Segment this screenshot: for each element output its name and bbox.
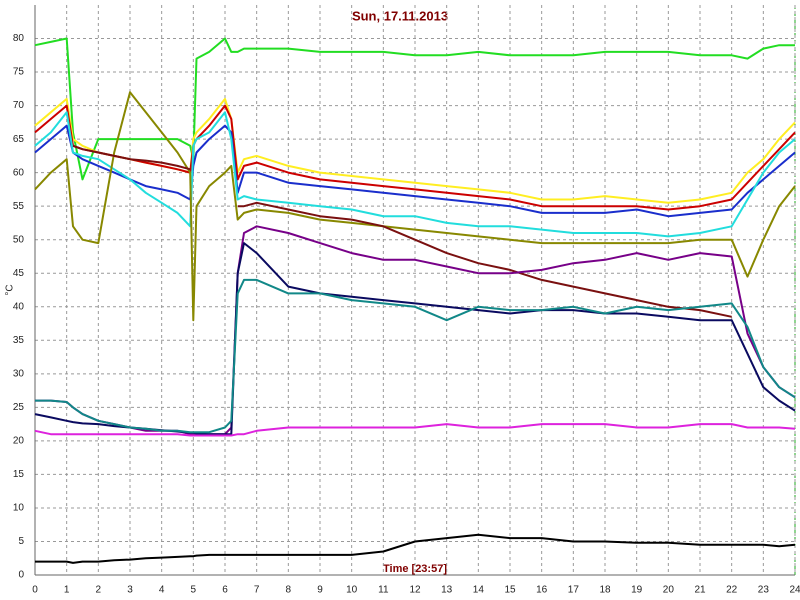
series-line: [35, 278, 796, 434]
y-tick-label: 45: [13, 268, 25, 279]
x-tick-label: 17: [568, 585, 580, 596]
series-line: [35, 533, 796, 564]
x-tick-label: 9: [317, 585, 323, 596]
y-tick-label: 80: [13, 33, 25, 44]
series-line: [72, 144, 732, 318]
y-tick-label: 15: [13, 469, 25, 480]
x-tick-label: 8: [286, 585, 292, 596]
chart-title: Sun, 17.11.2013: [352, 8, 448, 23]
x-tick-label: 0: [32, 585, 38, 596]
y-tick-label: 35: [13, 335, 25, 346]
x-tick-label: 12: [409, 585, 421, 596]
x-tick-label: 16: [536, 585, 548, 596]
x-tick-label: 2: [96, 585, 102, 596]
series-line: [34, 111, 796, 238]
y-tick-label: 20: [13, 436, 25, 447]
x-tick-label: 11: [378, 585, 389, 596]
x-tick-label: 3: [127, 585, 133, 596]
x-tick-label: 18: [599, 585, 611, 596]
x-axis-label: Time [23:57]: [383, 563, 447, 575]
series-line: [34, 423, 796, 437]
x-tick-label: 20: [663, 585, 675, 596]
x-tick-label: 14: [473, 585, 485, 596]
y-tick-label: 65: [13, 134, 25, 145]
x-tick-label: 21: [694, 585, 706, 596]
y-tick-label: 50: [13, 234, 25, 245]
x-tick-label: 6: [222, 585, 228, 596]
y-tick-label: 40: [13, 301, 25, 312]
y-tick-label: 55: [13, 201, 25, 212]
y-tick-label: 30: [13, 368, 25, 379]
y-tick-label: 70: [13, 100, 25, 111]
series-line: [34, 242, 796, 436]
x-tick-label: 23: [758, 585, 770, 596]
y-tick-label: 25: [13, 402, 25, 413]
series-line: [34, 37, 795, 181]
series-line: [34, 91, 796, 322]
x-tick-label: 22: [726, 585, 738, 596]
x-tick-label: 15: [504, 585, 516, 596]
y-axis-label: °C: [5, 284, 16, 295]
x-tick-label: 1: [64, 585, 70, 596]
x-tick-label: 19: [631, 585, 643, 596]
y-tick-label: 5: [18, 536, 24, 547]
x-tick-label: 24: [789, 585, 800, 596]
series-line: [34, 124, 796, 218]
y-tick-label: 10: [13, 503, 25, 514]
x-tick-label: 4: [159, 585, 165, 596]
x-tick-label: 7: [254, 585, 260, 596]
y-tick-label: 75: [13, 67, 25, 78]
y-tick-label: 0: [18, 570, 24, 581]
x-tick-label: 13: [441, 585, 453, 596]
x-tick-label: 10: [346, 585, 358, 596]
x-tick-label: 5: [191, 585, 197, 596]
y-tick-label: 60: [13, 167, 25, 178]
